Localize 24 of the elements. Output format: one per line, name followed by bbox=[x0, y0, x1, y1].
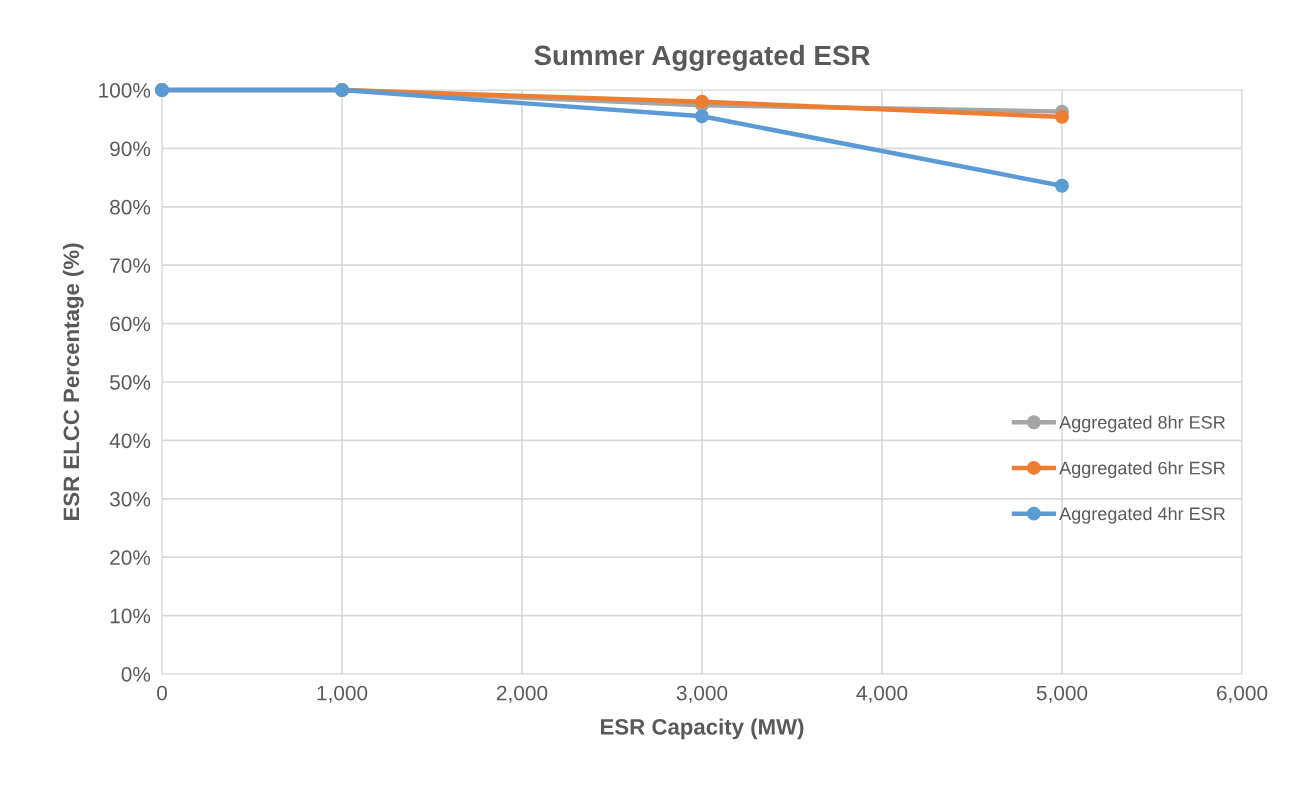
x-tick-label: 6,000 bbox=[1216, 685, 1268, 703]
y-tick-label: 80% bbox=[110, 199, 151, 215]
legend-label: Aggregated 6hr ESR bbox=[1059, 461, 1225, 479]
x-axis-title: ESR Capacity (MW) bbox=[601, 718, 804, 740]
y-tick-label: 0% bbox=[121, 667, 151, 682]
y-tick-label: 100% bbox=[99, 83, 151, 98]
x-tick-label: 0 bbox=[157, 685, 167, 701]
y-tick-label: 20% bbox=[110, 550, 151, 565]
chart-title: Summer Aggregated ESR bbox=[534, 44, 870, 71]
y-tick-label: 70% bbox=[110, 258, 151, 273]
y-tick-label: 50% bbox=[110, 375, 151, 390]
legend-label: Aggregated 4hr ESR bbox=[1059, 506, 1225, 524]
y-tick-label: 90% bbox=[110, 141, 151, 157]
x-tick-label: 2,000 bbox=[496, 685, 548, 703]
y-tick-label: 10% bbox=[110, 608, 151, 624]
x-tick-label: 4,000 bbox=[856, 685, 908, 703]
x-tick-label: 3,000 bbox=[676, 685, 728, 703]
y-tick-label: 30% bbox=[109, 491, 151, 507]
y-axis-title: ESR ELCC Percentage (%) bbox=[62, 243, 84, 521]
x-tick-label: 5,000 bbox=[1036, 685, 1088, 703]
legend-label: Aggregated 8hr ESR bbox=[1059, 415, 1225, 433]
y-tick-label: 40% bbox=[109, 433, 151, 449]
y-tick-label: 60% bbox=[110, 316, 151, 332]
x-tick-label: 1,000 bbox=[317, 685, 368, 703]
